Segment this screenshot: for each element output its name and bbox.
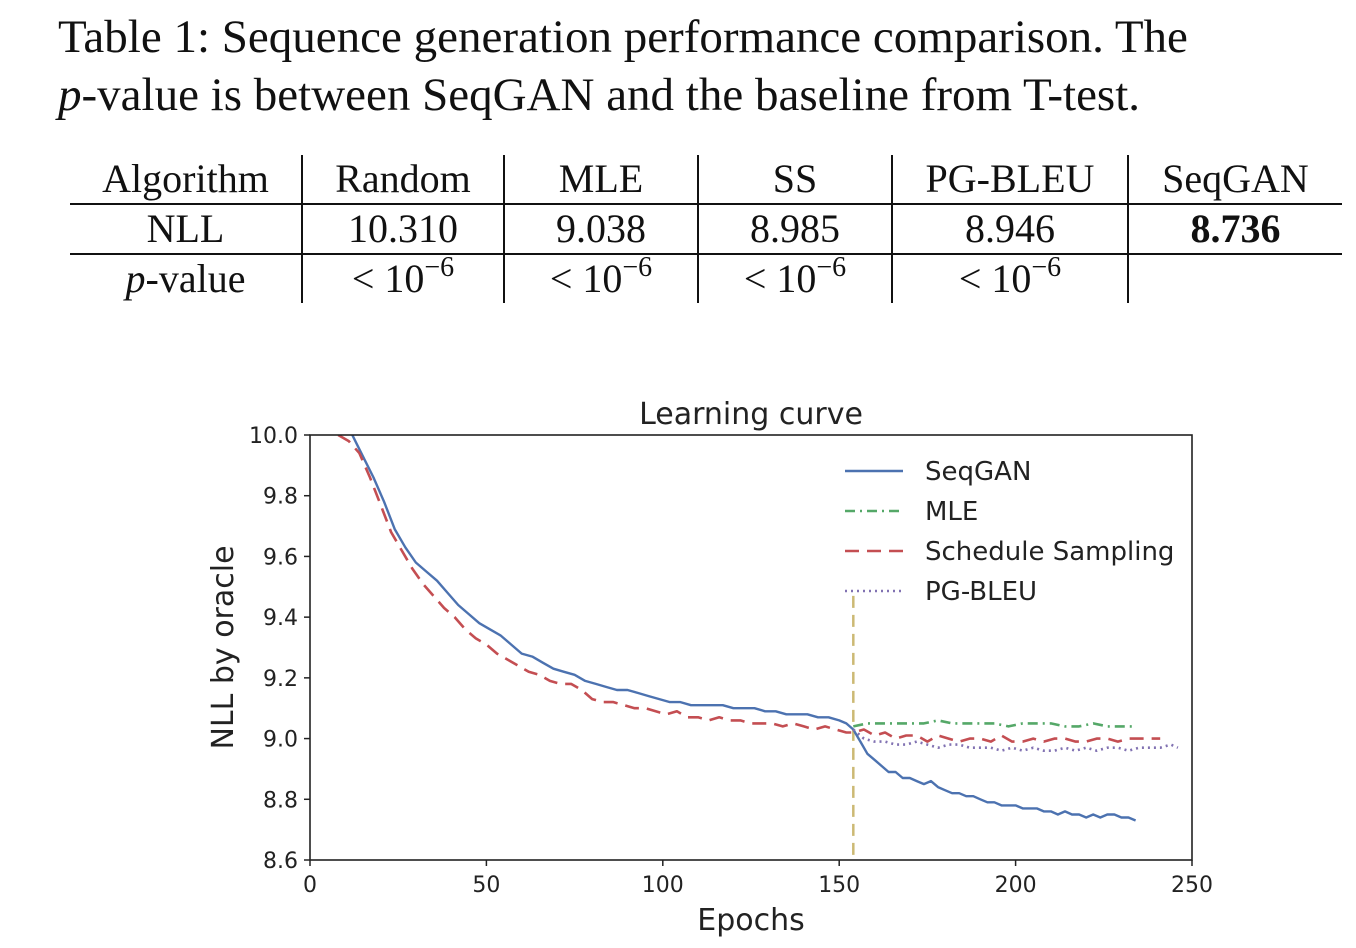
y-axis-label: NLL by oracle bbox=[206, 545, 241, 749]
header-random: Random bbox=[302, 155, 505, 205]
table-row-nll: NLL 10.310 9.038 8.985 8.946 8.736 bbox=[70, 204, 1342, 255]
series-line-mle bbox=[853, 719, 1136, 728]
plot-frame bbox=[309, 434, 1193, 861]
x-tick-label: 250 bbox=[1171, 873, 1213, 898]
y-tick-label: 9.2 bbox=[263, 667, 298, 692]
y-tick-label: 8.6 bbox=[263, 849, 298, 874]
pvalue-exponent: −6 bbox=[1031, 252, 1062, 283]
nll-mle: 9.038 bbox=[504, 204, 699, 255]
pvalue-label-rest: -value bbox=[145, 256, 246, 301]
y-tick-label: 10.0 bbox=[249, 424, 298, 449]
table-caption: Table 1: Sequence generation performance… bbox=[58, 8, 1356, 124]
header-ss: SS bbox=[698, 155, 893, 205]
learning-curve-chart: 0 50 100 150 200 250 8.6 8.8 9.0 9.2 9.4 9.6 9.8 10.0… bbox=[206, 397, 1213, 938]
series-line-pg-bleu bbox=[852, 728, 1179, 753]
legend-label-pg-bleu: PG-BLEU bbox=[925, 577, 1037, 607]
pvalue-ss: <10−6 bbox=[698, 252, 893, 303]
x-tick-label: 200 bbox=[995, 873, 1037, 898]
legend-label-schedule-sampling: Schedule Sampling bbox=[925, 537, 1174, 567]
pvalue-base: 10 bbox=[582, 256, 623, 301]
results-table: Algorithm Random MLE SS PG-BLEU SeqGAN N… bbox=[70, 155, 1342, 303]
x-tick-label: 100 bbox=[642, 873, 684, 898]
header-algorithm: Algorithm bbox=[70, 155, 303, 205]
pvalue-exponent: −6 bbox=[424, 252, 455, 283]
y-tick-label: 9.6 bbox=[263, 545, 298, 570]
pvalue-seqgan-empty bbox=[1128, 254, 1342, 303]
chart-title: Learning curve bbox=[639, 397, 863, 432]
pvalue-random: <10−6 bbox=[302, 252, 505, 303]
header-seqgan: SeqGAN bbox=[1128, 155, 1342, 205]
pvalue-p-symbol: p bbox=[125, 256, 146, 301]
pvalue-less-than: < bbox=[351, 256, 375, 301]
series-line-schedule-sampling bbox=[337, 435, 1161, 743]
pvalue-exponent: −6 bbox=[816, 252, 847, 283]
pvalue-base: 10 bbox=[776, 256, 817, 301]
nll-pg-bleu: 8.946 bbox=[892, 204, 1129, 255]
legend-label-seqgan: SeqGAN bbox=[925, 457, 1031, 487]
pvalue-exponent: −6 bbox=[622, 252, 653, 283]
y-tick-label: 9.4 bbox=[263, 606, 298, 631]
caption-label: Table 1: bbox=[58, 11, 211, 63]
caption-text-second: -value is between SeqGAN and the baselin… bbox=[81, 69, 1141, 121]
pvalue-less-than: < bbox=[958, 256, 982, 301]
table-row-pvalue: p-value <10−6 <10−6 <10−6 <10−6 bbox=[70, 254, 1342, 303]
caption-p-symbol: p bbox=[58, 69, 82, 121]
learning-curve-figure: 0 50 100 150 200 250 8.6 8.8 9.0 9.2 9.4 9.6 9.8 10.0… bbox=[0, 380, 1356, 948]
x-tick-label: 150 bbox=[818, 873, 860, 898]
series-line-seqgan bbox=[351, 435, 1137, 822]
x-axis-label: Epochs bbox=[697, 903, 805, 938]
table-header-row: Algorithm Random MLE SS PG-BLEU SeqGAN bbox=[70, 155, 1342, 205]
nll-random: 10.310 bbox=[302, 204, 505, 255]
header-pg-bleu: PG-BLEU bbox=[892, 155, 1129, 205]
header-mle: MLE bbox=[504, 155, 699, 205]
pvalue-base: 10 bbox=[991, 256, 1032, 301]
caption-text-first: Sequence generation performance comparis… bbox=[210, 11, 1188, 63]
row-label-pvalue: p-value bbox=[70, 254, 303, 303]
nll-seqgan-best: 8.736 bbox=[1128, 204, 1342, 255]
pvalue-mle: <10−6 bbox=[504, 252, 699, 303]
legend-label-mle: MLE bbox=[925, 497, 978, 527]
y-tick-label: 9.8 bbox=[263, 485, 298, 510]
nll-ss: 8.985 bbox=[698, 204, 893, 255]
pvalue-less-than: < bbox=[743, 256, 767, 301]
pvalue-pg-bleu: <10−6 bbox=[892, 252, 1129, 303]
x-tick-label: 0 bbox=[303, 873, 317, 898]
pvalue-less-than: < bbox=[549, 256, 573, 301]
x-tick-label: 50 bbox=[472, 873, 500, 898]
pvalue-base: 10 bbox=[384, 256, 425, 301]
row-label-nll: NLL bbox=[70, 204, 303, 255]
y-tick-label: 9.0 bbox=[263, 728, 298, 753]
y-tick-label: 8.8 bbox=[263, 788, 298, 813]
